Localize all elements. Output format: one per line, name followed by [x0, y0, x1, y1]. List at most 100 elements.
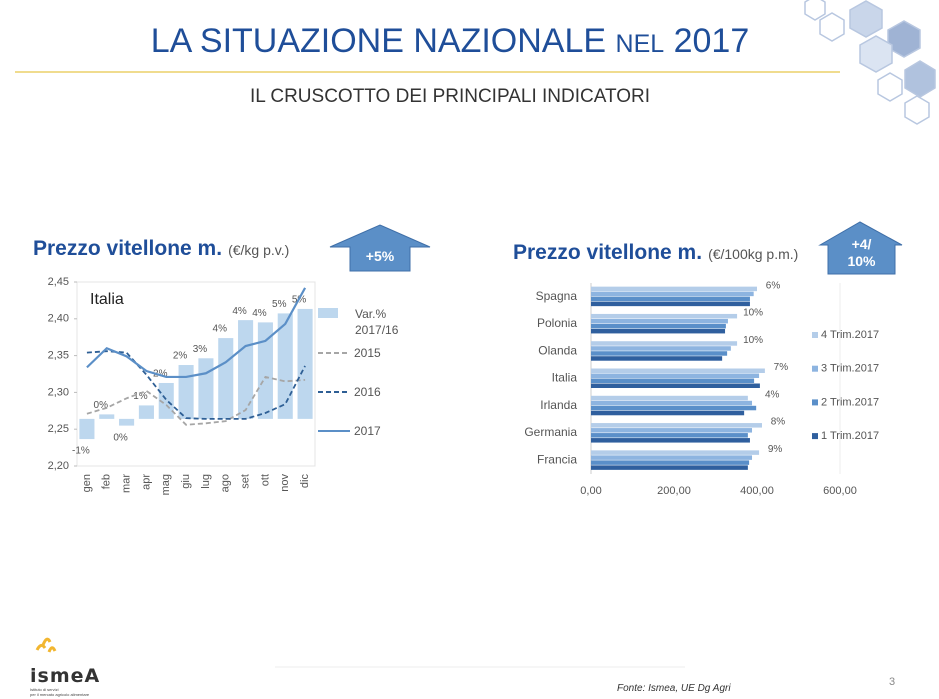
bar	[297, 308, 313, 419]
bar	[591, 286, 757, 292]
bar	[591, 410, 745, 416]
data-label: 0%	[113, 432, 128, 443]
badge-arrow	[818, 221, 903, 275]
badge-text: 10%	[847, 253, 876, 269]
data-label: 4%	[252, 308, 267, 319]
logo-mark	[35, 637, 57, 653]
bar	[591, 368, 765, 373]
data-label: 1%	[133, 391, 148, 402]
bar	[591, 356, 723, 361]
title-part: LA SITUAZIONE NAZIONALE	[150, 22, 616, 60]
x-tick-label: mag	[160, 474, 172, 495]
bar	[591, 296, 750, 302]
x-tick-label: ott	[259, 474, 271, 486]
chart-title: Prezzo vitellone m. (€/kg p.v.)	[33, 237, 289, 261]
legend-swatch	[318, 308, 338, 318]
annotation: 10%	[743, 308, 763, 319]
chart-unit: (€/100kg p.m.)	[708, 246, 799, 262]
x-tick-label: 400,00	[740, 485, 774, 497]
x-tick-label: gen	[81, 474, 93, 492]
bar	[591, 465, 748, 470]
bar	[591, 455, 753, 460]
chart-unit: (€/kg p.v.)	[228, 242, 290, 258]
bar	[591, 301, 750, 307]
bar	[591, 450, 760, 455]
slide-subtitle: IL CRUSCOTTO DEI PRINCIPALI INDICATORI	[249, 86, 651, 107]
x-tick-label: giu	[180, 474, 192, 489]
legend-label: Var.% 2017/16	[355, 307, 399, 337]
source: Fonte: Ismea, UE Dg Agri	[617, 683, 731, 694]
bar	[591, 341, 738, 346]
bar	[591, 433, 748, 438]
bar	[591, 400, 753, 406]
data-label: 0%	[94, 400, 109, 411]
hexagon-decoration	[804, 0, 936, 125]
line	[86, 375, 306, 426]
legend-label: 2015	[354, 346, 381, 360]
legend-label: 2 Trim.2017	[821, 396, 879, 408]
y-tick-label: 2,45	[48, 276, 69, 288]
annotation: 8%	[771, 417, 786, 428]
y-tick-label: Francia	[537, 453, 577, 467]
x-tick-label: 600,00	[823, 485, 857, 497]
y-tick-label: 2,25	[48, 423, 69, 435]
y-tick-label: 2,20	[48, 460, 69, 472]
logo-caption-line: Istituto di servizi	[30, 687, 59, 692]
bar	[591, 395, 748, 401]
chart-title: Prezzo vitellone m. (€/100kg p.m.)	[513, 241, 798, 265]
chart-title-text: Prezzo vitellone m.	[513, 241, 703, 264]
logo-caption: Istituto di servizi per il mercato agrico…	[30, 687, 89, 697]
y-tick-label: 2,35	[48, 350, 69, 362]
annotation: 6%	[766, 280, 781, 291]
bar	[591, 428, 753, 433]
badge-text: +5%	[365, 248, 395, 264]
x-tick-label: ago	[220, 474, 232, 492]
legend-swatch	[812, 399, 818, 406]
annotation: 10%	[743, 335, 763, 346]
bar	[591, 291, 754, 297]
bar	[591, 423, 762, 428]
title-part: 2017	[664, 22, 750, 60]
page-number: 3	[889, 676, 896, 688]
badge-text: +4/	[851, 236, 872, 252]
y-tick-label: Germania	[524, 425, 577, 439]
bar	[591, 323, 726, 329]
y-tick-label: 2,30	[48, 386, 69, 398]
legend-label: 3 Trim.2017	[821, 363, 879, 375]
y-tick-label: Olanda	[538, 343, 577, 357]
line	[86, 287, 307, 379]
bar	[591, 383, 760, 388]
x-tick-label: mar	[120, 474, 132, 493]
badge: +4/10%	[828, 236, 895, 270]
bar	[158, 382, 174, 419]
data-label: -1%	[72, 446, 90, 457]
annotation: 9%	[768, 444, 783, 455]
logo: ismeA	[30, 665, 101, 687]
bar	[591, 460, 750, 465]
bar	[591, 438, 750, 443]
badge: +5%	[350, 248, 410, 265]
bar	[591, 373, 760, 378]
plot-frame	[76, 281, 316, 467]
x-tick-label: dic	[299, 474, 311, 489]
legend-label: 4 Trim.2017	[821, 329, 879, 341]
data-label: 4%	[213, 324, 228, 335]
y-tick-label: 2,40	[48, 313, 69, 325]
x-tick-label: apr	[140, 474, 152, 490]
bar	[591, 318, 728, 324]
annotation: 4%	[765, 389, 780, 400]
data-label: 2%	[173, 351, 188, 362]
bar	[591, 328, 726, 334]
bar	[277, 313, 293, 419]
x-tick-label: set	[239, 474, 251, 489]
bar	[198, 358, 214, 419]
bar	[99, 414, 115, 419]
title-part: NEL	[615, 30, 665, 58]
data-label: 5%	[272, 299, 287, 310]
legend-label: 2016	[354, 385, 381, 399]
bar	[591, 405, 757, 411]
legend-label: 1 Trim.2017	[821, 430, 879, 442]
bar	[591, 351, 728, 356]
